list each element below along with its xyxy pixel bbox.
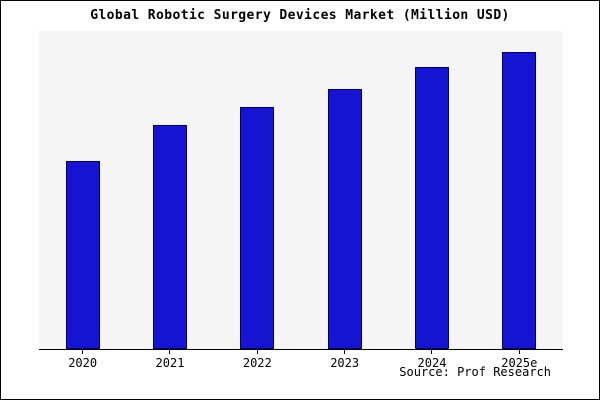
x-tick-2024: 2024	[388, 350, 475, 370]
bar-slot	[388, 31, 475, 349]
x-tick-2022: 2022	[214, 350, 301, 370]
bar-2025e	[502, 52, 537, 349]
bar-2022	[240, 106, 275, 349]
bar-2024	[414, 67, 449, 349]
x-tick-2020: 2020	[39, 350, 126, 370]
tick-mark	[344, 350, 346, 354]
bar-slot	[126, 31, 213, 349]
plot-area	[39, 31, 563, 350]
tick-mark	[431, 350, 433, 354]
source-credit: Source: Prof Research	[399, 365, 551, 379]
x-tick-label: 2022	[242, 356, 272, 370]
tick-mark	[169, 350, 171, 354]
tick-mark	[82, 350, 84, 354]
x-tick-2021: 2021	[126, 350, 213, 370]
bars-container	[39, 31, 563, 349]
x-tick-label: 2024	[417, 356, 447, 370]
bar-2023	[327, 88, 362, 349]
x-axis-ticks: 2020 2021 2022 2023 2024 2025e	[39, 350, 563, 370]
x-tick-label: 2021	[155, 356, 185, 370]
chart-title: Global Robotic Surgery Devices Market (M…	[90, 8, 510, 23]
tick-mark	[256, 350, 258, 354]
tick-mark	[518, 350, 520, 354]
bar-slot	[39, 31, 126, 349]
bar-2020	[65, 161, 100, 349]
x-tick-label: 2023	[330, 356, 360, 370]
bar-slot	[301, 31, 388, 349]
x-tick-label: 2020	[68, 356, 98, 370]
x-tick-label: 2025e	[501, 356, 538, 370]
bar-slot	[214, 31, 301, 349]
x-tick-2025e: 2025e	[476, 350, 563, 370]
x-tick-2023: 2023	[301, 350, 388, 370]
bar-slot	[476, 31, 563, 349]
bar-2021	[152, 124, 187, 349]
